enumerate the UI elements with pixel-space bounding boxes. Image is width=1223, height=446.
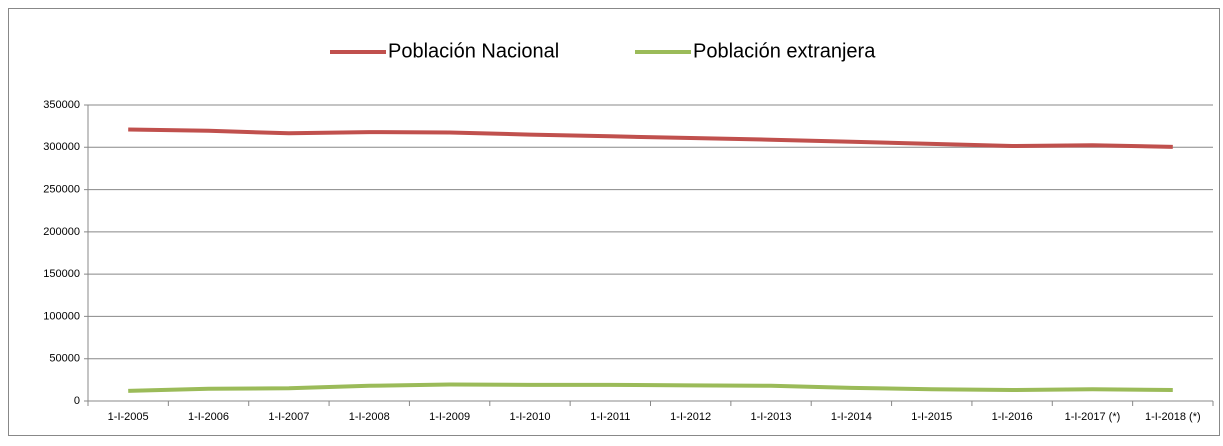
x-tick-label: 1-I-2017 (*) — [1065, 411, 1121, 423]
x-tick-label: 1-I-2005 — [108, 411, 149, 423]
series-line — [128, 382, 1173, 393]
x-tick-label: 1-I-2015 — [911, 411, 952, 423]
legend-label: Población Nacional — [388, 40, 559, 62]
x-tick-label: 1-I-2018 (*) — [1145, 411, 1201, 423]
legend-label: Población extranjera — [693, 40, 876, 62]
y-tick-label: 150000 — [43, 268, 80, 280]
x-tick-label: 1-I-2012 — [670, 411, 711, 423]
x-tick-label: 1-I-2009 — [429, 411, 470, 423]
series-line — [128, 127, 1173, 149]
x-tick-label: 1-I-2008 — [349, 411, 390, 423]
x-tick-label: 1-I-2013 — [751, 411, 792, 423]
x-tick-label: 1-I-2014 — [831, 411, 872, 423]
y-tick-label: 200000 — [43, 226, 80, 238]
chart-border — [8, 8, 1220, 436]
y-tick-label: 300000 — [43, 141, 80, 153]
y-tick-label: 100000 — [43, 310, 80, 322]
y-tick-label: 50000 — [49, 353, 80, 365]
x-tick-label: 1-I-2010 — [509, 411, 550, 423]
x-tick-label: 1-I-2006 — [188, 411, 229, 423]
y-tick-label: 250000 — [43, 183, 80, 195]
x-tick-label: 1-I-2007 — [268, 411, 309, 423]
x-tick-label: 1-I-2011 — [590, 411, 630, 423]
x-tick-label: 1-I-2016 — [992, 411, 1033, 423]
y-tick-label: 0 — [74, 395, 80, 407]
y-tick-label: 350000 — [43, 99, 80, 111]
